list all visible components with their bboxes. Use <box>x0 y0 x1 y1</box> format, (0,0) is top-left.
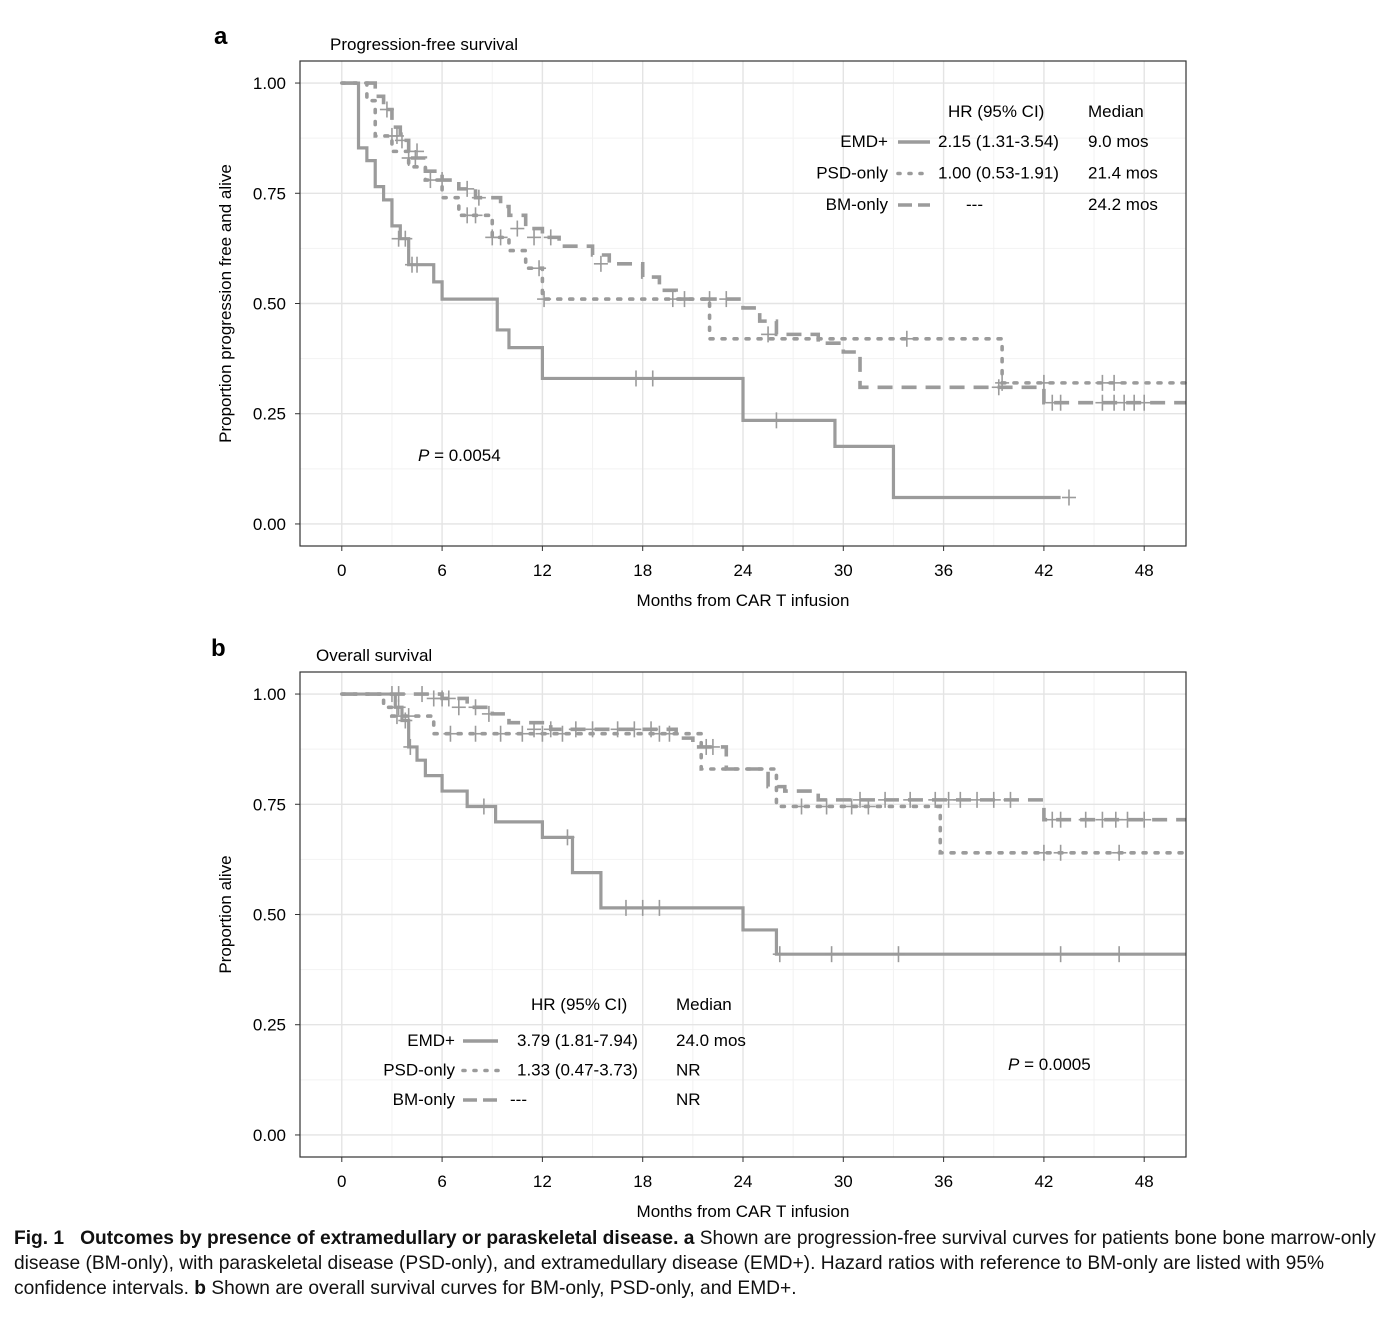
x-tick-label: 48 <box>1135 1172 1154 1191</box>
x-tick-label: 18 <box>633 1172 652 1191</box>
y-tick-label: 0.75 <box>253 795 286 814</box>
p-value: P = 0.0054 <box>418 446 501 465</box>
y-tick-label: 0.00 <box>253 515 286 534</box>
figure: 0 6 12 18 24 30 36 42 48 0.00 0.25 0.50 0.75 1.00 Mont… <box>211 23 1188 1220</box>
y-axis-label: Proportion progression free and alive <box>216 164 235 443</box>
y-tick-label: 1.00 <box>253 74 286 93</box>
caption-b-label: b <box>194 1278 206 1299</box>
plot-border <box>299 60 1187 547</box>
y-tick-label: 0.25 <box>253 1016 286 1035</box>
y-tick-label: 1.00 <box>253 685 286 704</box>
x-tick-label: 42 <box>1034 1172 1053 1191</box>
legend-median: NR <box>676 1090 701 1109</box>
curve-bm-only <box>341 692 1186 822</box>
gridlines <box>300 61 1186 546</box>
curve-emd- <box>341 81 1061 500</box>
legend-name: EMD+ <box>840 132 888 151</box>
p-number: = 0.0005 <box>1019 1055 1090 1074</box>
y-axis-label: Proportion alive <box>216 855 235 973</box>
gridlines <box>300 672 1186 1157</box>
panel-label: a <box>214 23 228 50</box>
legend-hr: --- <box>966 195 983 214</box>
x-tick-label: 12 <box>533 1172 552 1191</box>
legend-hr: 1.00 (0.53-1.91) <box>938 164 1059 183</box>
panel-label: b <box>211 635 226 662</box>
x-tick-label: 24 <box>734 1172 753 1191</box>
x-tick-label: 30 <box>834 561 853 580</box>
plot-border <box>299 671 1187 1158</box>
chart-title: Progression-free survival <box>330 35 518 54</box>
x-tick-label: 0 <box>337 561 346 580</box>
caption-a-text: Shown are progression-free survival curv… <box>14 1228 1376 1299</box>
legend-hr: --- <box>510 1090 527 1109</box>
legend-median-header: Median <box>676 995 732 1014</box>
legend-name: EMD+ <box>407 1031 455 1050</box>
x-tick-label: 0 <box>337 1172 346 1191</box>
p-number: = 0.0054 <box>429 446 500 465</box>
figure-caption: Fig. 1 Outcomes by presence of extramedu… <box>14 1226 1386 1301</box>
legend: HR (95% CI) Median EMD+ 2.15 (1.31-3.54) 9.0… <box>816 102 1158 214</box>
x-tick-label: 36 <box>934 1172 953 1191</box>
panel-a: 0 6 12 18 24 30 36 42 48 0.00 0.25 0.50 0.75 1.00 Mont… <box>214 23 1188 610</box>
x-axis-label: Months from CAR T infusion <box>637 1202 850 1220</box>
axes: 0 6 12 18 24 30 36 42 48 0.00 0.25 0.50 0.75 1.00 Mont… <box>216 74 1154 610</box>
legend-median: NR <box>676 1061 701 1080</box>
y-tick-label: 0.00 <box>253 1126 286 1145</box>
chart-title: Overall survival <box>316 646 432 665</box>
caption-a-label: a <box>683 1228 695 1249</box>
x-tick-label: 36 <box>934 561 953 580</box>
curves <box>339 686 1188 963</box>
legend-median: 21.4 mos <box>1088 164 1158 183</box>
legend-hr-header: HR (95% CI) <box>948 102 1044 121</box>
x-tick-label: 12 <box>533 561 552 580</box>
x-tick-label: 6 <box>437 561 446 580</box>
legend-hr: 3.79 (1.81-7.94) <box>517 1031 638 1050</box>
legend: HR (95% CI) Median EMD+ 3.79 (1.81-7.94) 24.… <box>383 995 746 1109</box>
y-tick-label: 0.50 <box>253 295 286 314</box>
legend-name: PSD-only <box>383 1061 455 1080</box>
legend-name: BM-only <box>826 195 889 214</box>
caption-label: Fig. 1 <box>14 1228 65 1249</box>
legend-name: BM-only <box>393 1090 456 1109</box>
legend-median-header: Median <box>1088 102 1144 121</box>
x-axis-label: Months from CAR T infusion <box>637 591 850 610</box>
legend-hr: 1.33 (0.47-3.73) <box>517 1061 638 1080</box>
p-value: P = 0.0005 <box>1008 1055 1091 1074</box>
legend-median: 24.0 mos <box>676 1031 746 1050</box>
legend-median: 9.0 mos <box>1088 132 1148 151</box>
curves <box>339 81 1188 506</box>
legend-median: 24.2 mos <box>1088 195 1158 214</box>
axes: 0 6 12 18 24 30 36 42 48 0.00 0.25 0.50 0.75 1.00 Mont… <box>216 685 1154 1220</box>
x-tick-label: 6 <box>437 1172 446 1191</box>
x-tick-label: 42 <box>1034 561 1053 580</box>
p-symbol: P <box>418 446 430 465</box>
p-symbol: P <box>1008 1055 1020 1074</box>
x-tick-label: 30 <box>834 1172 853 1191</box>
legend-hr-header: HR (95% CI) <box>531 995 627 1014</box>
y-tick-label: 0.75 <box>253 184 286 203</box>
curve-bm-only <box>341 81 1186 405</box>
x-tick-label: 48 <box>1135 561 1154 580</box>
panel-b: 0 6 12 18 24 30 36 42 48 0.00 0.25 0.50 0.75 1.00 Mont… <box>211 635 1188 1220</box>
caption-b-text: Shown are overall survival curves for BM… <box>205 1278 797 1299</box>
legend-name: PSD-only <box>816 164 888 183</box>
x-tick-label: 18 <box>633 561 652 580</box>
legend-hr: 2.15 (1.31-3.54) <box>938 132 1059 151</box>
y-tick-label: 0.50 <box>253 906 286 925</box>
x-tick-label: 24 <box>734 561 753 580</box>
curve-psd-only <box>339 81 1188 385</box>
y-tick-label: 0.25 <box>253 405 286 424</box>
caption-title: Outcomes by presence of extramedullary o… <box>80 1228 679 1249</box>
